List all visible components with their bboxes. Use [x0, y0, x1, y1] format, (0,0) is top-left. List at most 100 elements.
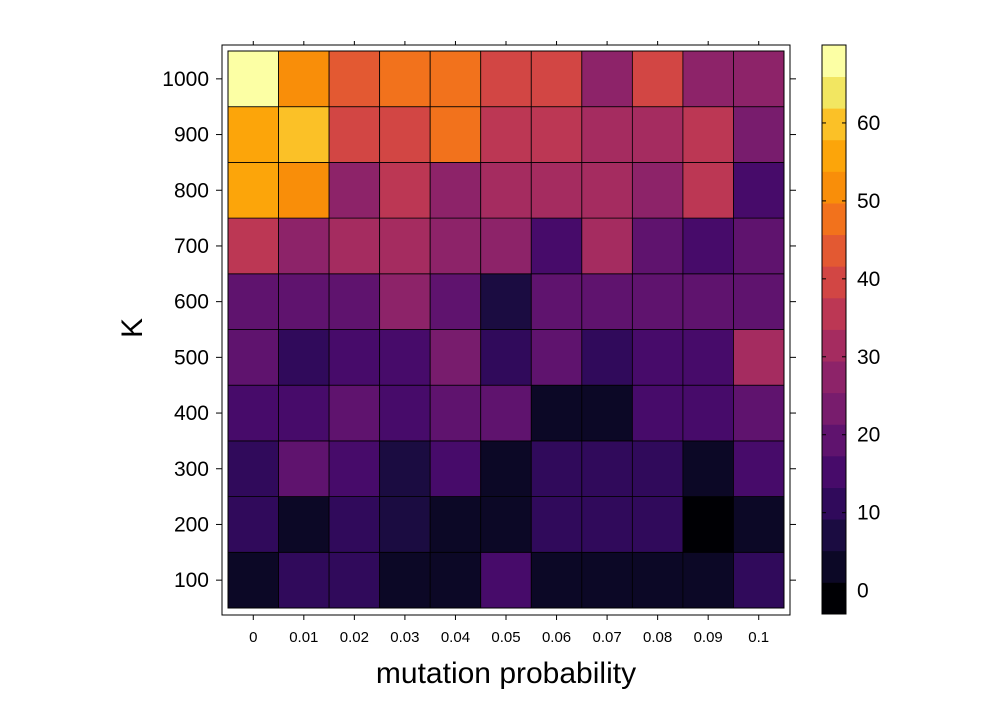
colorbar-segment — [822, 392, 846, 425]
colorbar-tick-label: 20 — [857, 424, 880, 447]
heatmap-cell — [530, 50, 583, 108]
heatmap-cell — [328, 50, 381, 108]
heatmap-cell — [631, 106, 684, 163]
heatmap-cell — [328, 440, 381, 497]
x-tick-label: 0 — [249, 629, 257, 646]
heatmap-cell — [379, 106, 431, 163]
heatmap-cell — [581, 106, 633, 163]
heatmap-cell — [429, 384, 482, 442]
heatmap-cell — [682, 496, 734, 553]
heatmap-cell — [227, 551, 279, 609]
colorbar-segment — [822, 266, 846, 299]
colorbar-segment — [822, 424, 846, 457]
y-axis: 100 200 300 400 500 600 700 800 900 1000 — [162, 68, 796, 592]
heatmap-cell — [429, 50, 482, 108]
x-tick-label: 0.08 — [643, 629, 672, 646]
colorbar-segment — [822, 203, 846, 236]
heatmap-cell — [278, 440, 330, 497]
heatmap-cell — [278, 273, 330, 330]
heatmap-cell — [480, 217, 532, 275]
heatmap-cell — [530, 551, 583, 609]
heatmap-cell — [328, 384, 381, 442]
heatmap-cell — [429, 440, 482, 497]
colorbar-tick-label: 30 — [857, 346, 880, 369]
colorbar-segment — [822, 550, 846, 583]
heatmap-cell — [631, 50, 684, 108]
colorbar-tick-label: 10 — [857, 502, 880, 525]
heatmap-cell — [733, 551, 785, 609]
heatmap-cell — [682, 329, 734, 386]
heatmap-cell — [682, 440, 734, 497]
heatmap-cell — [227, 217, 279, 275]
heatmap-cell — [581, 440, 633, 497]
heatmap-cell — [429, 329, 482, 386]
heatmap-cell — [429, 551, 482, 609]
colorbar-segment — [822, 139, 846, 172]
heatmap-cell — [581, 496, 633, 553]
colorbar-segment — [822, 76, 846, 109]
x-tick-label: 0.06 — [542, 629, 571, 646]
heatmap-cell — [278, 50, 330, 108]
colorbar-segment — [822, 487, 846, 520]
heatmap-cell — [379, 440, 431, 497]
heatmap-cell — [581, 273, 633, 330]
heatmap-cell — [328, 496, 381, 553]
heatmap-cell — [379, 50, 431, 108]
y-tick-label: 100 — [174, 569, 209, 592]
x-axis: 0 0.01 0.02 0.03 0.04 0.05 0.06 0.07 0.08 0.09 0.1 — [249, 41, 769, 646]
y-tick-label: 600 — [174, 291, 209, 314]
heatmap-cell — [733, 384, 785, 442]
colorbar-tick-label: 0 — [857, 580, 869, 603]
heatmap-cell — [480, 384, 532, 442]
y-tick-label: 1000 — [162, 68, 209, 91]
heatmap-cell — [530, 496, 583, 553]
colorbar-segment — [822, 329, 846, 362]
colorbar-segment — [822, 45, 846, 78]
heatmap-cells — [227, 50, 785, 609]
colorbar-segment — [822, 171, 846, 204]
heatmap-cell — [733, 496, 785, 553]
heatmap-cell — [631, 496, 684, 553]
heatmap-cell — [379, 384, 431, 442]
y-axis-title: K — [116, 318, 149, 338]
heatmap-cell — [278, 217, 330, 275]
y-tick-label: 400 — [174, 402, 209, 425]
heatmap-cell — [278, 496, 330, 553]
y-tick-label: 300 — [174, 458, 209, 481]
heatmap-cell — [480, 50, 532, 108]
heatmap-cell — [379, 551, 431, 609]
heatmap-cell — [480, 551, 532, 609]
heatmap-cell — [278, 384, 330, 442]
plot-inner-frame — [227, 50, 785, 609]
colorbar-segment — [822, 297, 846, 330]
heatmap-cell — [581, 329, 633, 386]
colorbar-tick-label: 40 — [857, 268, 880, 291]
heatmap-cell — [328, 106, 381, 163]
colorbar-tick-label: 50 — [857, 190, 880, 213]
heatmap-cell — [278, 161, 330, 219]
heatmap-cell — [227, 273, 279, 330]
heatmap-cell — [682, 50, 734, 108]
heatmap-cell — [328, 273, 381, 330]
heatmap-cell — [530, 273, 583, 330]
heatmap-cell — [733, 273, 785, 330]
heatmap-cell — [631, 551, 684, 609]
heatmap-cell — [379, 329, 431, 386]
heatmap-cell — [682, 551, 734, 609]
x-tick-label: 0.09 — [694, 629, 723, 646]
colorbar-segment — [822, 108, 846, 141]
x-tick-label: 0.04 — [441, 629, 470, 646]
heatmap-cell — [733, 50, 785, 108]
heatmap-cell — [682, 384, 734, 442]
heatmap-cell — [227, 329, 279, 386]
y-tick-label: 800 — [174, 179, 209, 202]
heatmap-cell — [631, 273, 684, 330]
y-tick-label: 700 — [174, 235, 209, 258]
x-axis-title: mutation probability — [376, 657, 636, 690]
heatmap-cell — [682, 217, 734, 275]
heatmap-cell — [530, 106, 583, 163]
heatmap-cell — [733, 106, 785, 163]
heatmap-cell — [328, 329, 381, 386]
heatmap-cell — [581, 161, 633, 219]
heatmap-cell — [379, 161, 431, 219]
